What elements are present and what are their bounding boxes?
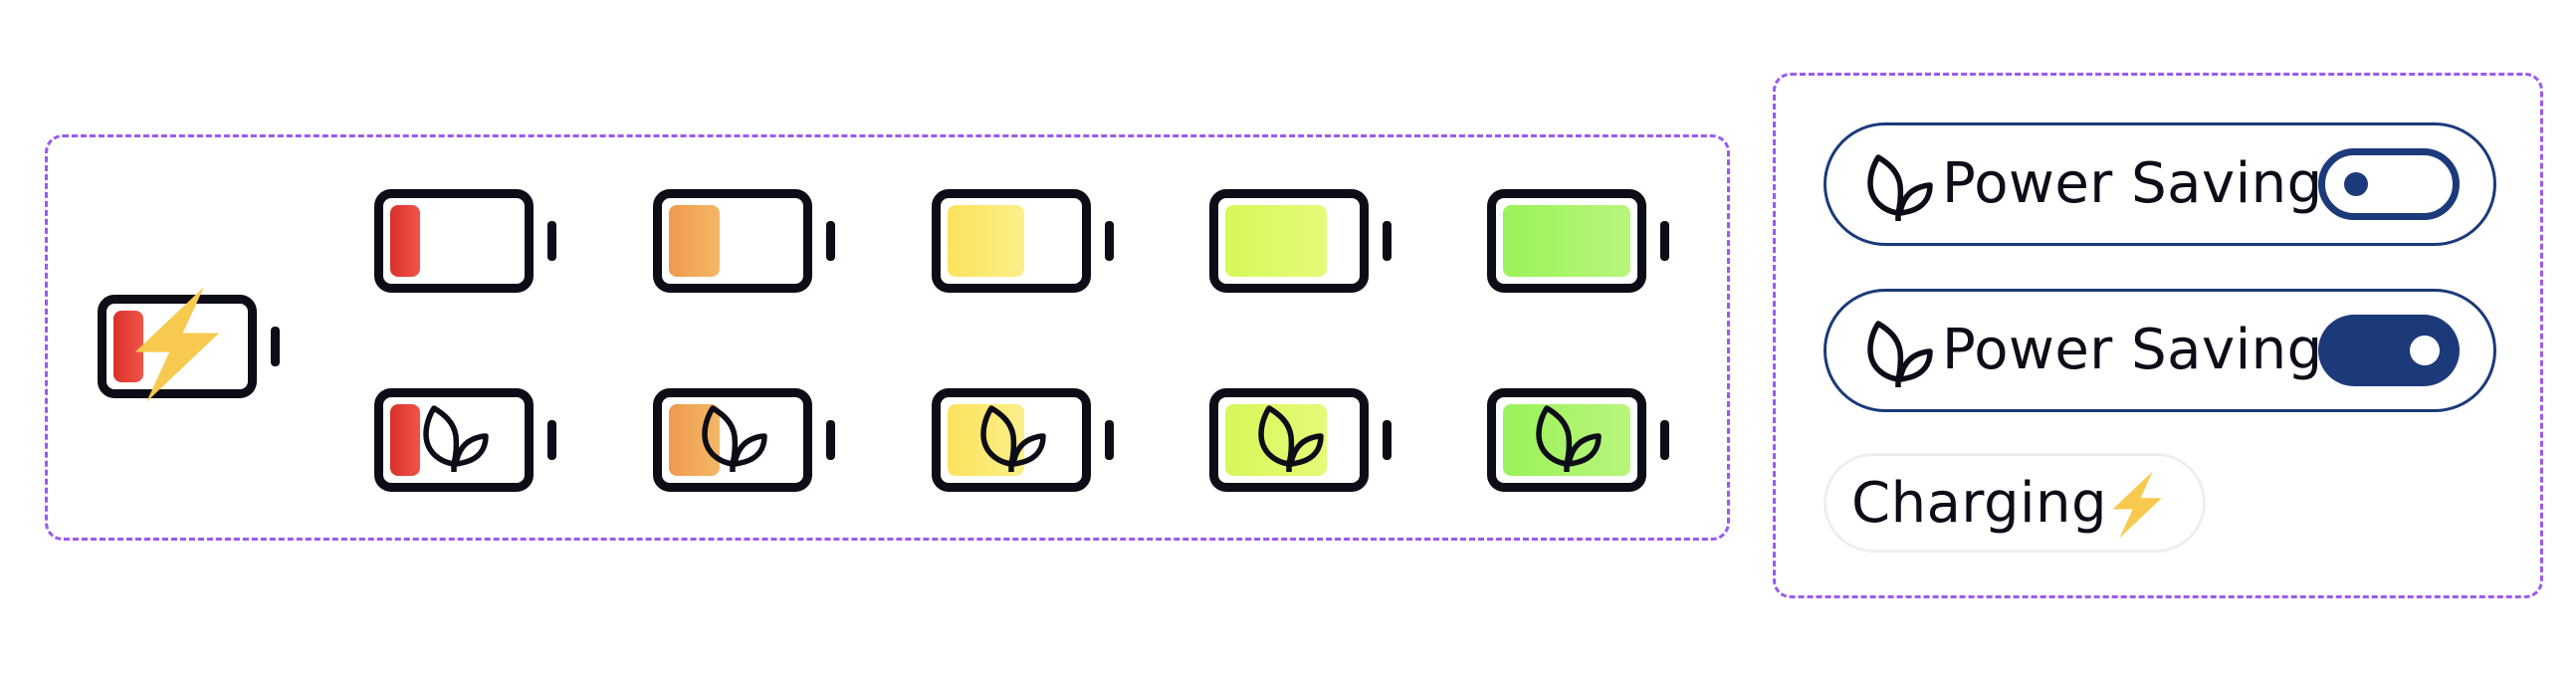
toggle-knob bbox=[2344, 172, 2368, 196]
leaf-icon bbox=[1864, 318, 1934, 387]
charging-label: Charging bbox=[1851, 471, 2108, 536]
leaf-icon bbox=[699, 402, 768, 472]
controls-panel bbox=[1773, 73, 2543, 598]
eco-battery-level-3 bbox=[932, 388, 1121, 492]
battery-terminal bbox=[1383, 420, 1392, 460]
eco-battery-level-2 bbox=[653, 388, 842, 492]
power-saving-toggle-on[interactable] bbox=[2318, 315, 2460, 386]
battery-terminal bbox=[1660, 420, 1669, 460]
battery-terminal bbox=[826, 420, 835, 460]
battery-terminal bbox=[826, 221, 835, 261]
battery-level-5 bbox=[1487, 189, 1676, 293]
battery-terminal bbox=[547, 420, 556, 460]
eco-battery-level-1 bbox=[374, 388, 563, 492]
battery-level-fill bbox=[669, 205, 720, 277]
battery-terminal bbox=[1105, 221, 1114, 261]
battery-terminal bbox=[1660, 221, 1669, 261]
battery-terminal bbox=[1383, 221, 1392, 261]
eco-battery-level-4 bbox=[1209, 388, 1398, 492]
battery-level-1 bbox=[374, 189, 563, 293]
battery-level-2 bbox=[653, 189, 842, 293]
lightning-bolt-icon bbox=[2108, 470, 2164, 540]
charging-battery bbox=[98, 295, 287, 398]
battery-terminal bbox=[547, 221, 556, 261]
power-saving-chip-on[interactable]: Power Saving bbox=[1824, 289, 2496, 412]
power-saving-label: Power Saving bbox=[1942, 318, 2323, 382]
battery-level-fill bbox=[390, 404, 420, 476]
battery-level-4 bbox=[1209, 189, 1398, 293]
leaf-icon bbox=[420, 402, 490, 472]
battery-level-3 bbox=[932, 189, 1121, 293]
leaf-icon bbox=[1864, 151, 1934, 221]
battery-terminal bbox=[271, 327, 280, 366]
power-saving-chip-off[interactable]: Power Saving bbox=[1824, 122, 2496, 246]
power-saving-toggle-off[interactable] bbox=[2318, 148, 2460, 220]
battery-level-fill bbox=[113, 311, 143, 382]
battery-level-fill bbox=[948, 205, 1024, 277]
battery-level-fill bbox=[390, 205, 420, 277]
power-saving-label: Power Saving bbox=[1942, 151, 2323, 216]
leaf-icon bbox=[977, 402, 1047, 472]
lightning-bolt-icon bbox=[127, 285, 223, 404]
eco-battery-level-5 bbox=[1487, 388, 1676, 492]
leaf-icon bbox=[1533, 402, 1603, 472]
battery-level-fill bbox=[1503, 205, 1630, 277]
charging-chip[interactable]: Charging bbox=[1824, 453, 2206, 553]
toggle-knob bbox=[2410, 336, 2440, 365]
battery-terminal bbox=[1105, 420, 1114, 460]
leaf-icon bbox=[1255, 402, 1325, 472]
battery-level-fill bbox=[1225, 205, 1327, 277]
battery-states-panel bbox=[45, 134, 1730, 541]
